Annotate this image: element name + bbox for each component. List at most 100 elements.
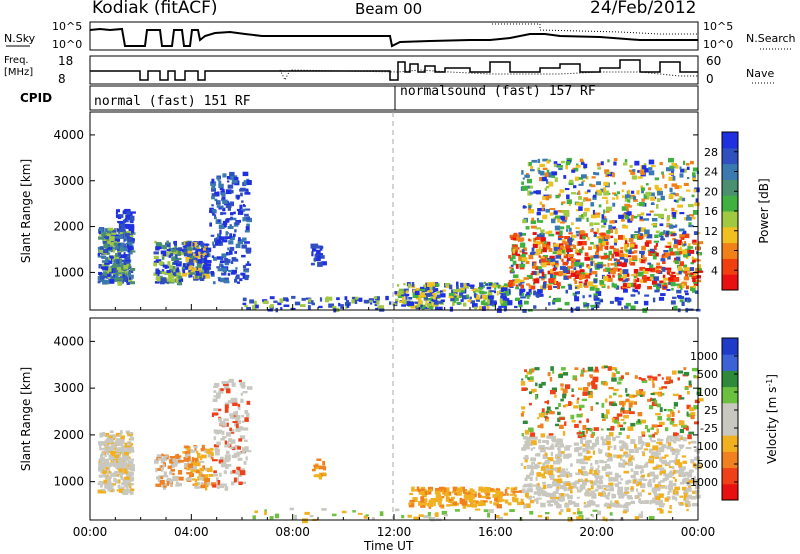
velocity-cell: [688, 383, 692, 388]
velocity-cell: [101, 466, 107, 470]
power-cell: [591, 176, 596, 179]
power-cell: [638, 233, 643, 239]
power-cell: [605, 173, 609, 178]
velocity-cell: [156, 454, 163, 458]
velocity-cell: [228, 378, 234, 383]
velocity-cell: [630, 439, 636, 444]
nsearch-trace: [492, 23, 698, 35]
velocity-cell: [693, 375, 700, 379]
power-cell: [450, 297, 455, 302]
power-cell: [600, 161, 604, 166]
power-cell: [389, 301, 392, 305]
velocity-cell: [605, 488, 611, 491]
velocity-cell: [534, 498, 537, 502]
velocity-cell: [684, 501, 691, 506]
velocity-cell: [120, 486, 125, 489]
velocity-cell: [495, 490, 501, 495]
velocity-cell: [590, 481, 597, 484]
velocity-cell: [129, 489, 134, 495]
velocity-cell: [666, 475, 673, 478]
power-cell: [522, 177, 525, 180]
velocity-cell: [174, 462, 178, 467]
velocity-cell: [547, 504, 554, 507]
velocity-cell: [105, 444, 110, 447]
power-cell: [423, 284, 426, 288]
velocity-cell: [520, 381, 526, 386]
power-cell: [236, 195, 240, 200]
power-cell: [648, 251, 653, 256]
power-cell: [575, 286, 578, 289]
power-cell: [554, 260, 559, 263]
power-cell: [221, 212, 227, 215]
power-cell: [606, 241, 609, 245]
velocity-cell: [106, 448, 110, 452]
velocity-cell: [496, 492, 500, 498]
power-cell: [561, 258, 564, 262]
power-cell: [128, 241, 133, 246]
velocity-cell: [211, 482, 217, 485]
power-cell: [273, 300, 278, 303]
power-cell: [200, 242, 205, 245]
velocity-cell: [241, 414, 245, 418]
power-cell: [638, 227, 643, 232]
power-cell: [436, 291, 442, 294]
power-cell: [613, 238, 618, 243]
power-cell: [128, 263, 131, 268]
freq-tick-bottom: 8: [58, 72, 66, 86]
power-cell: [117, 269, 124, 273]
power-cell: [119, 258, 122, 264]
velocity-cell: [315, 463, 319, 466]
velocity-cell: [669, 470, 673, 473]
velocity-cell: [640, 465, 646, 468]
power-cell: [244, 192, 251, 195]
velocity-cell: [585, 427, 592, 430]
velocity-cell: [562, 388, 568, 394]
velocity-cell: [480, 499, 485, 505]
velocity-cell: [198, 460, 205, 463]
power-cell: [128, 275, 133, 278]
power-cell: [672, 225, 677, 228]
velocity-cell: [678, 463, 682, 468]
power-cell: [538, 246, 542, 251]
power-cell: [637, 214, 641, 217]
velocity-cell: [652, 445, 659, 451]
velocity-cell: [592, 376, 599, 382]
velocity-cell: [170, 468, 173, 472]
velocity-cell: [664, 497, 669, 502]
power-cell: [548, 302, 551, 306]
power-cell: [236, 281, 240, 284]
power-cell: [607, 262, 610, 267]
velocity-cell: [617, 490, 623, 495]
power-cell: [579, 274, 586, 279]
power-cell: [525, 260, 530, 265]
power-cell: [533, 271, 537, 275]
power-cell: [127, 249, 133, 253]
power-cell: [559, 270, 564, 276]
velocity-cell: [357, 512, 363, 515]
power-cell: [501, 291, 505, 296]
power-cell: [481, 302, 488, 305]
power-cell: [519, 281, 525, 284]
power-cell: [610, 226, 616, 230]
power-cell: [301, 297, 306, 301]
velocity-cell: [156, 476, 161, 480]
power-heatmap-cells: [97, 157, 704, 313]
power-cell: [108, 229, 113, 233]
power-cell: [615, 253, 620, 257]
power-cell: [595, 291, 602, 296]
power-cell: [690, 267, 695, 272]
velocity-cell: [123, 458, 130, 461]
velocity-cell: [449, 498, 453, 501]
velocity-cell: [560, 367, 566, 371]
velocity-cell: [472, 489, 475, 493]
power-cell: [472, 303, 478, 308]
power-cell: [641, 227, 646, 232]
power-cell: [578, 196, 582, 200]
power-cell: [123, 275, 128, 281]
velocity-cell: [538, 383, 543, 388]
nsky-label: N.Sky: [4, 32, 36, 45]
velocity-cell: [113, 460, 117, 464]
power-cell: [99, 248, 104, 253]
power-cell: [223, 223, 227, 227]
power-cell: [692, 259, 696, 263]
